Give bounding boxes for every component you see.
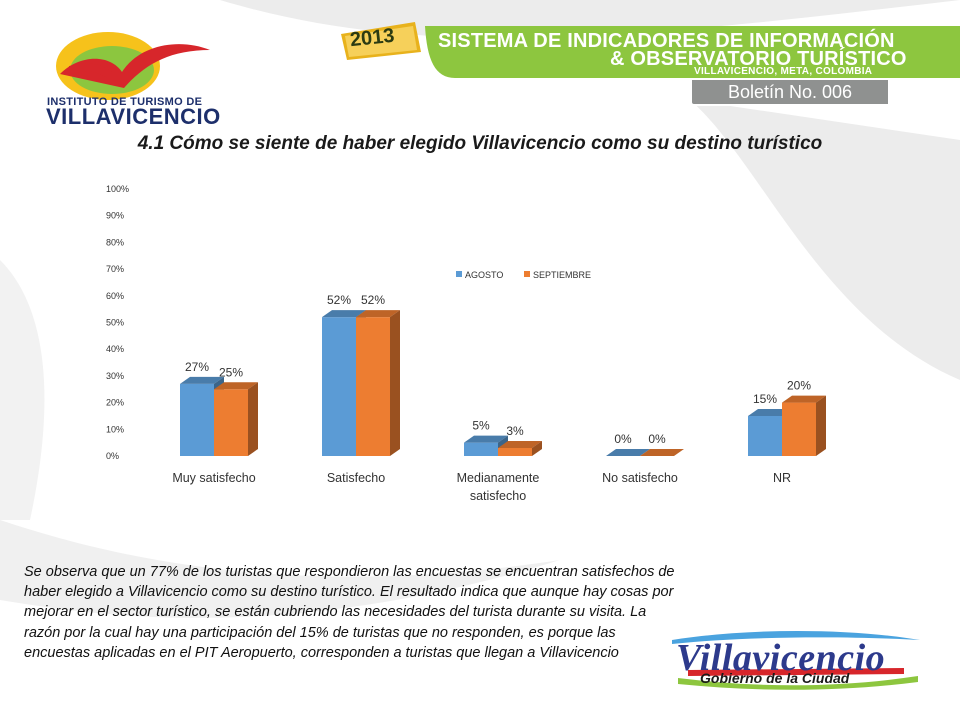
y-tick-label: 80% xyxy=(106,237,124,247)
data-label: 20% xyxy=(787,379,811,393)
analysis-paragraph: Se observa que un 77% de los turistas qu… xyxy=(24,564,675,661)
y-tick-label: 0% xyxy=(106,451,119,461)
y-tick-label: 40% xyxy=(106,344,124,354)
bar xyxy=(464,435,508,456)
bar xyxy=(640,449,684,456)
data-label: 27% xyxy=(185,360,209,374)
bar xyxy=(356,310,400,456)
y-tick-label: 10% xyxy=(106,424,124,434)
category-label: Medianamente xyxy=(457,471,540,485)
data-label: 5% xyxy=(472,419,490,433)
legend-label: AGOSTO xyxy=(465,270,503,280)
city-logo-wordmark: Villavicencio xyxy=(676,637,886,679)
legend-swatch xyxy=(456,271,462,277)
org-name-line2: VILLAVICENCIO xyxy=(46,104,221,129)
category-label: Muy satisfecho xyxy=(172,471,255,485)
city-logo-subtext: Gobierno de la Ciudad xyxy=(700,670,850,686)
legend-swatch xyxy=(524,271,530,277)
system-title-line2: & OBSERVATORIO TURÍSTICO xyxy=(610,48,907,70)
category-label: satisfecho xyxy=(470,489,526,503)
data-label: 3% xyxy=(506,424,524,438)
data-label: 15% xyxy=(753,392,777,406)
bar xyxy=(214,382,258,456)
y-tick-label: 60% xyxy=(106,291,124,301)
chart-title: 4.1 Cómo se siente de haber elegido Vill… xyxy=(137,133,823,154)
data-label: 52% xyxy=(327,293,351,307)
data-label: 25% xyxy=(219,365,243,379)
y-tick-label: 30% xyxy=(106,371,124,381)
bar-chart: 0% 10% 20% 30% 40% 50% 60% 70% 80% 90% 100% 27% 25% M… xyxy=(106,184,826,503)
legend-label: SEPTIEMBRE xyxy=(533,270,591,280)
category-label: No satisfecho xyxy=(602,471,678,485)
header-banner xyxy=(341,22,960,78)
data-label: 0% xyxy=(648,432,666,446)
y-tick-label: 100% xyxy=(106,184,129,194)
y-tick-label: 70% xyxy=(106,264,124,274)
org-name-line1: INSTITUTO DE TURISMO DE xyxy=(47,96,203,108)
year-badge: 2013 xyxy=(348,24,396,52)
system-title-line1: SISTEMA DE INDICADORES DE INFORMACIÓN xyxy=(438,30,895,52)
data-label: 0% xyxy=(614,432,632,446)
bulletin-label: Boletín No. 006 xyxy=(690,78,890,106)
system-location: VILLAVICENCIO, META, COLOMBIA xyxy=(694,66,873,77)
y-tick-label: 50% xyxy=(106,318,124,328)
data-label: 52% xyxy=(361,293,385,307)
category-label: Satisfecho xyxy=(327,471,385,485)
y-tick-label: 20% xyxy=(106,398,124,408)
city-government-logo xyxy=(672,631,920,690)
y-tick-label: 90% xyxy=(106,211,124,221)
bar xyxy=(782,395,826,456)
bar xyxy=(606,449,650,456)
bar xyxy=(498,440,542,456)
category-label: NR xyxy=(773,471,791,485)
tourism-institute-logo xyxy=(56,32,210,100)
